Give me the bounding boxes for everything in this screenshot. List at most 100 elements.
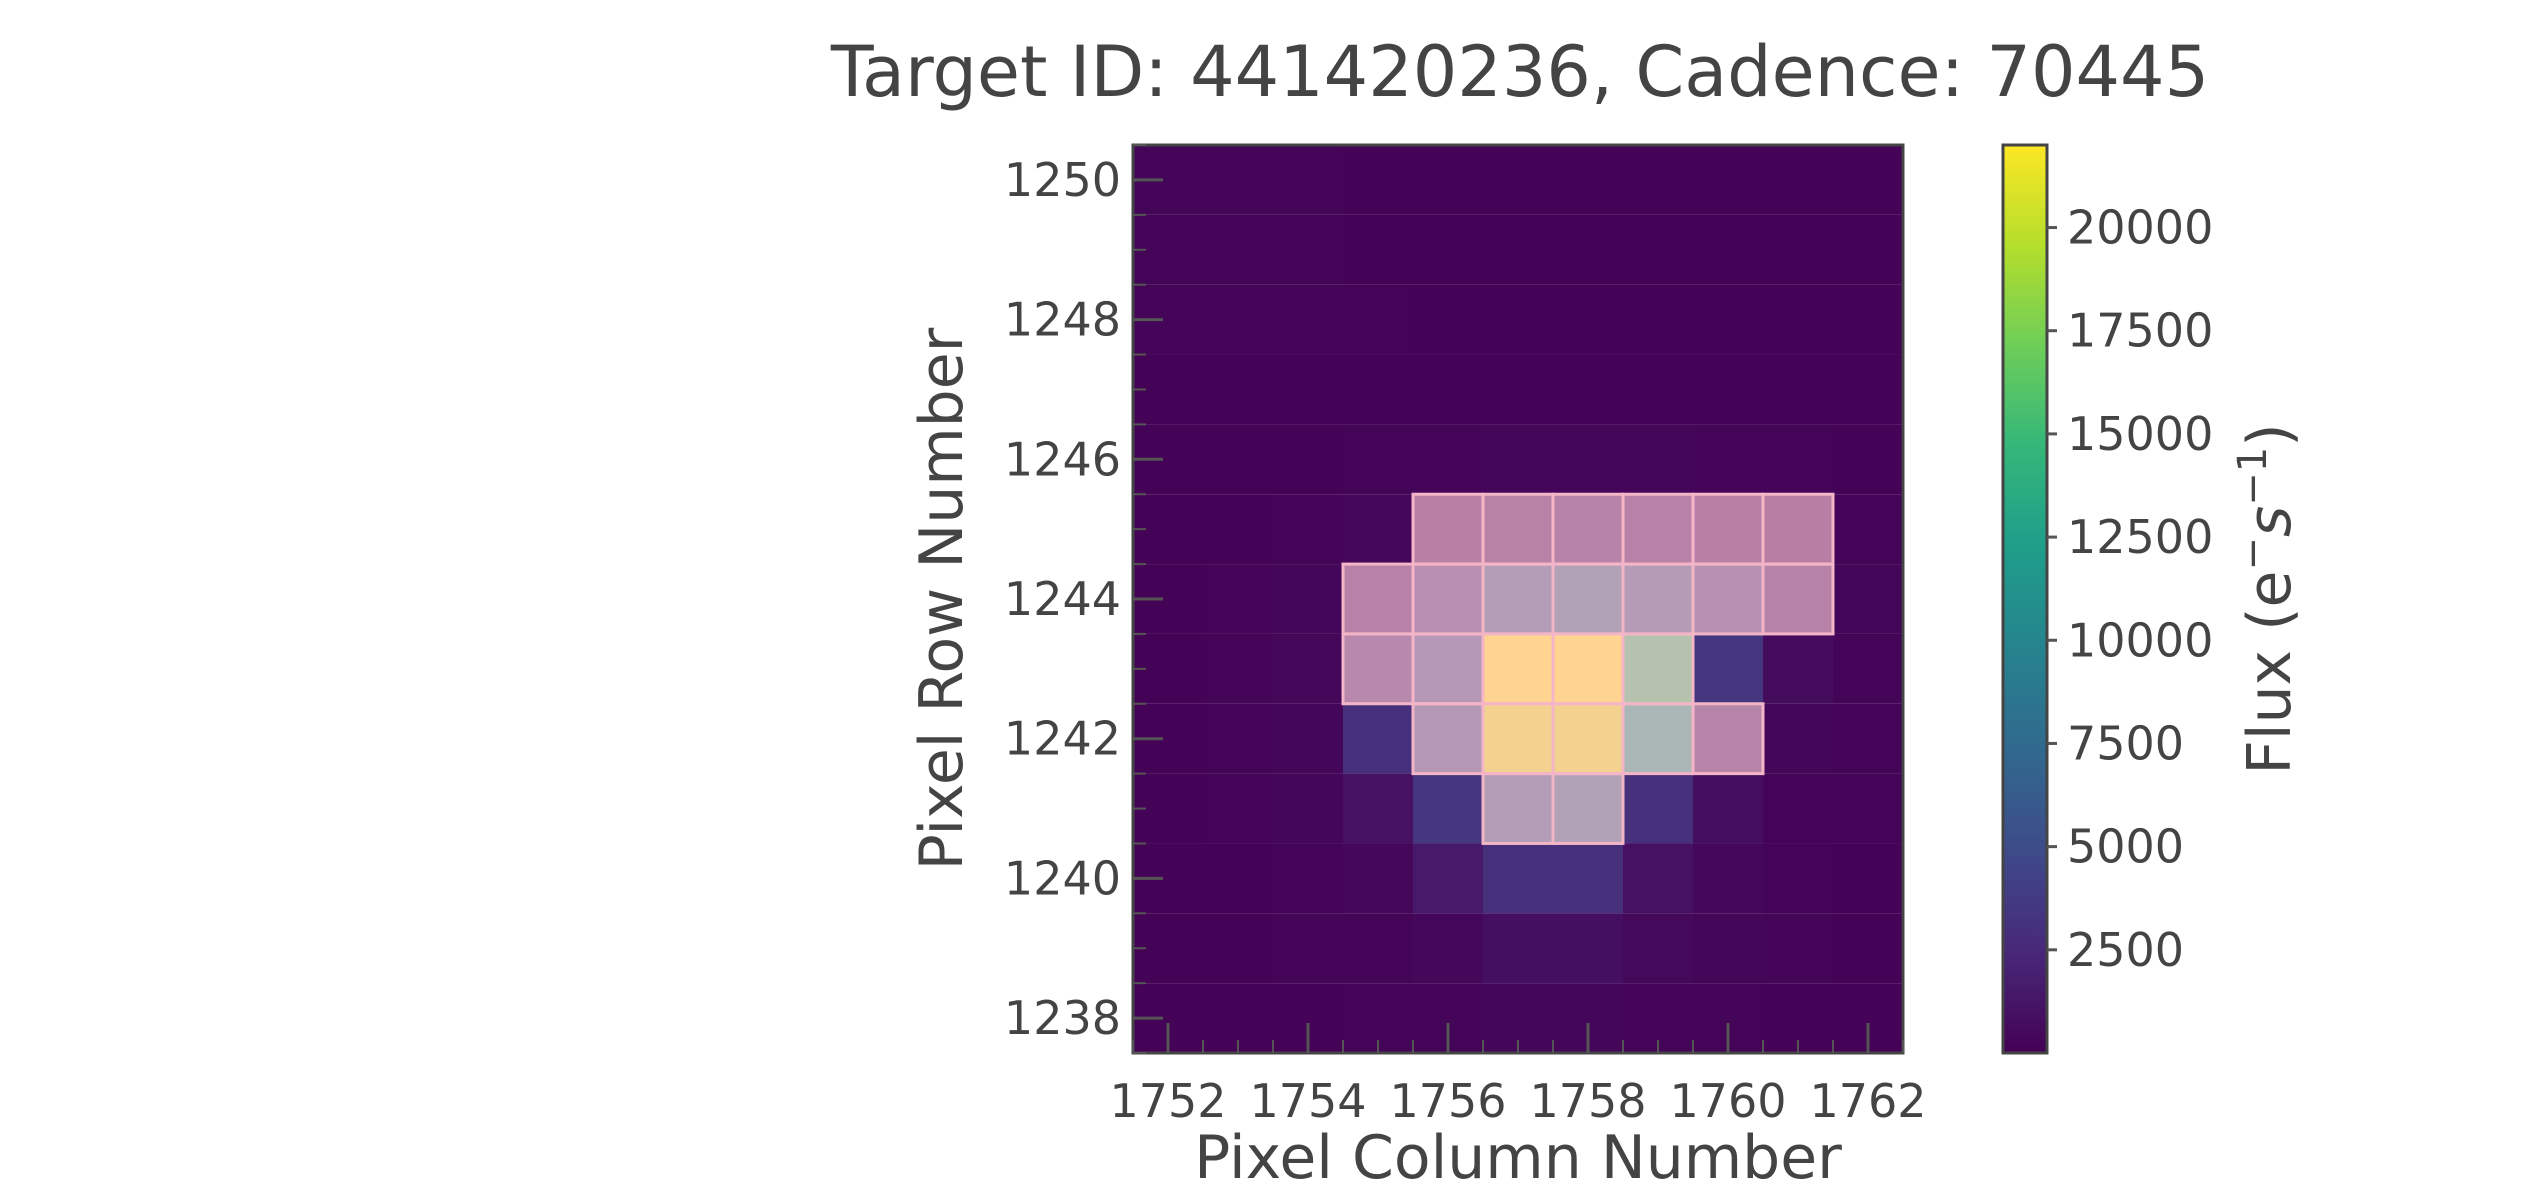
aperture-pixel — [1551, 702, 1625, 776]
pixel-cell — [1763, 773, 1833, 844]
pixel-cell — [1693, 354, 1763, 425]
pixel-cell — [1833, 214, 1903, 285]
pixel-cell — [1553, 913, 1623, 984]
pixel-cell — [1763, 284, 1833, 355]
pixel-cell — [1273, 773, 1343, 844]
pixel-cell — [1273, 703, 1343, 774]
pixel-cell — [1343, 494, 1413, 565]
pixel-cell — [1273, 424, 1343, 495]
pixel-cell — [1413, 284, 1483, 355]
pixel-cell — [1833, 284, 1903, 355]
pixel-cell — [1413, 913, 1483, 984]
aperture-pixel — [1481, 632, 1555, 706]
pixel-cell — [1553, 145, 1623, 215]
aperture-pixel — [1691, 562, 1765, 636]
pixel-cell — [1483, 843, 1553, 914]
colorbar-label-unit: s — [2235, 506, 2305, 537]
pixel-cell — [1553, 214, 1623, 285]
pixel-cell — [1623, 913, 1693, 984]
aperture-mask — [1341, 492, 1835, 845]
colorbar-tick-label: 7500 — [2067, 716, 2184, 770]
pixel-cell — [1273, 843, 1343, 914]
aperture-pixel — [1481, 492, 1555, 566]
y-tick-label: 1246 — [1004, 432, 1121, 486]
colorbar — [2001, 143, 2049, 1055]
pixel-cell — [1343, 214, 1413, 285]
colorbar-tick-label: 17500 — [2067, 304, 2213, 358]
aperture-pixel — [1551, 632, 1625, 706]
pixel-cell — [1203, 843, 1273, 914]
colorbar-axis: 2500 5000 7500 10000 12500 15000 17500 20000 — [2047, 201, 2213, 977]
pixel-cell — [1623, 145, 1693, 215]
pixel-cell — [1833, 354, 1903, 425]
pixel-cell — [1833, 913, 1903, 984]
pixel-cell — [1693, 633, 1763, 704]
pixel-cell — [1273, 145, 1343, 215]
pixel-cell — [1203, 214, 1273, 285]
colorbar-tick-label: 12500 — [2067, 510, 2213, 564]
pixel-cell — [1483, 354, 1553, 425]
pixel-cell — [1483, 913, 1553, 984]
chart-title: Target ID: 441420236, Cadence: 70445 — [830, 31, 2209, 113]
pixel-cell — [1833, 773, 1903, 844]
x-tick-label: 1756 — [1389, 1074, 1506, 1128]
pixel-cell — [1413, 843, 1483, 914]
aperture-pixel — [1691, 702, 1765, 776]
pixel-cell — [1763, 424, 1833, 495]
aperture-pixel — [1621, 632, 1695, 706]
pixel-cell — [1553, 354, 1623, 425]
pixel-cell — [1343, 284, 1413, 355]
pixel-cell — [1623, 843, 1693, 914]
colorbar-tick-label: 20000 — [2067, 201, 2213, 255]
pixel-cell — [1553, 284, 1623, 355]
pixel-cell — [1203, 494, 1273, 565]
pixel-cell — [1763, 703, 1833, 774]
pixel-cell — [1693, 843, 1763, 914]
pixel-cell — [1693, 424, 1763, 495]
pixel-cell — [1763, 354, 1833, 425]
pixel-cell — [1693, 145, 1763, 215]
pixel-cell — [1413, 424, 1483, 495]
y-tick-label: 1244 — [1004, 572, 1121, 626]
pixel-cell — [1203, 564, 1273, 634]
pixel-cell — [1763, 633, 1833, 704]
colorbar-tick-label: 15000 — [2067, 407, 2213, 461]
pixel-cell — [1763, 145, 1833, 215]
x-axis-label: Pixel Column Number — [1194, 1123, 1842, 1193]
pixel-cell — [1623, 424, 1693, 495]
pixel-cell — [1273, 494, 1343, 565]
aperture-pixel — [1551, 562, 1625, 636]
aperture-pixel — [1411, 632, 1485, 706]
y-tick-label: 1238 — [1004, 991, 1121, 1045]
aperture-pixel — [1691, 492, 1765, 566]
y-axis: 1238 1240 1242 1244 1246 1248 1250 — [1004, 144, 1163, 1054]
pixel-cell — [1343, 773, 1413, 844]
pixel-cell — [1203, 354, 1273, 425]
pixel-cell — [1553, 424, 1623, 495]
pixel-cell — [1343, 843, 1413, 914]
aperture-pixel — [1481, 562, 1555, 636]
pixel-cell — [1623, 354, 1693, 425]
pixel-cell — [1483, 424, 1553, 495]
pixel-cell — [1623, 214, 1693, 285]
aperture-pixel — [1411, 562, 1485, 636]
pixel-cell — [1833, 145, 1903, 215]
aperture-pixel — [1551, 772, 1625, 845]
colorbar-tick-label: 5000 — [2067, 820, 2184, 874]
pixel-cell — [1343, 703, 1413, 774]
aperture-pixel — [1761, 492, 1835, 566]
pixel-cell — [1273, 564, 1343, 634]
aperture-pixel — [1481, 702, 1555, 776]
colorbar-tick-label: 10000 — [2067, 613, 2213, 667]
pixel-cell — [1833, 843, 1903, 914]
aperture-pixel — [1341, 562, 1415, 636]
colorbar-label-superscript-2: −1 — [2230, 447, 2276, 506]
pixel-cell — [1273, 633, 1343, 704]
y-axis-label: Pixel Row Number — [907, 327, 977, 870]
pixel-cell — [1483, 284, 1553, 355]
aperture-pixel — [1341, 632, 1415, 706]
pixel-cell — [1203, 773, 1273, 844]
x-tick-label: 1758 — [1529, 1074, 1646, 1128]
pixel-cell — [1273, 913, 1343, 984]
pixel-cell — [1203, 145, 1273, 215]
